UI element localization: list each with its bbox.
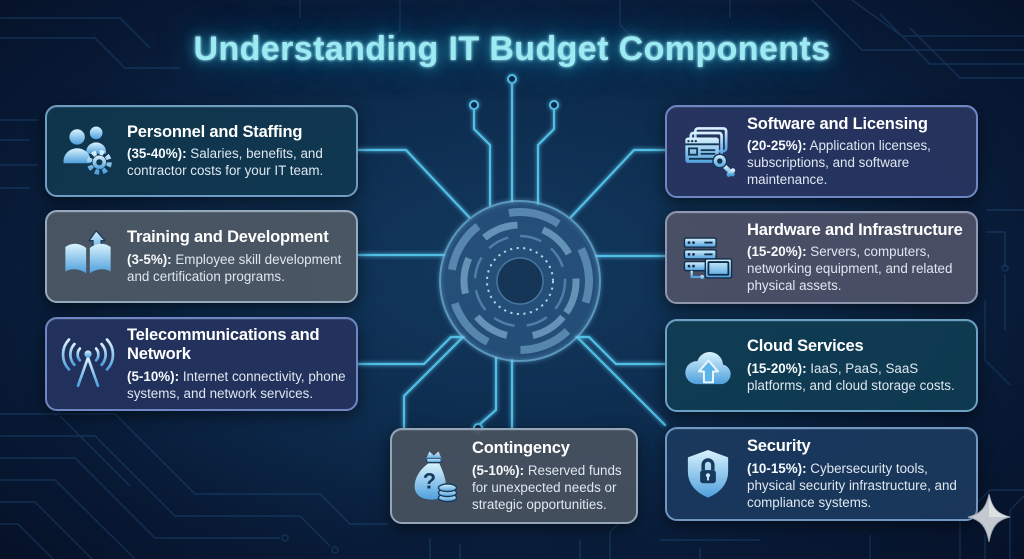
- card-desc-text: Servers, computers, networking equipment…: [747, 244, 953, 294]
- people-gear-icon: [59, 122, 117, 180]
- book-up-arrow-icon: [59, 228, 117, 286]
- card-desc-text: Reserved funds for unexpected needs or s…: [472, 462, 622, 512]
- card-description: (5-10%): Internet connectivity, phone sy…: [127, 368, 348, 402]
- card-title: Training and Development: [127, 228, 329, 247]
- card-percent: (3-5%):: [127, 251, 172, 267]
- card-desc-text: Employee skill development and certifica…: [127, 251, 342, 284]
- card-percent: (15-20%):: [747, 244, 807, 260]
- card-telecommunications-and-network: Telecommunications and Network (5-10%): …: [45, 317, 358, 411]
- svg-text:?: ?: [423, 469, 436, 494]
- card-desc-text: Application licenses, subscriptions, and…: [747, 138, 931, 188]
- card-text: Personnel and Staffing (35-40%): Salarie…: [127, 123, 348, 180]
- card-description: (3-5%): Employee skill development and c…: [127, 251, 348, 285]
- card-hardware-and-infrastructure: Hardware and Infrastructure (15-20%): Se…: [665, 211, 978, 304]
- card-percent: (35-40%):: [127, 146, 187, 162]
- card-percent: (20-25%):: [747, 138, 807, 154]
- card-percent: (15-20%):: [747, 360, 807, 376]
- sparkle-icon: [966, 492, 1012, 547]
- card-title: Hardware and Infrastructure: [747, 220, 963, 239]
- server-monitor-icon: [679, 229, 737, 287]
- card-cloud-services: Cloud Services (15-20%): IaaS, PaaS, Saa…: [665, 319, 978, 412]
- card-personnel-and-staffing: Personnel and Staffing (35-40%): Salarie…: [45, 105, 358, 197]
- card-description: (35-40%): Salaries, benefits, and contra…: [127, 145, 348, 179]
- card-description: (20-25%): Application licenses, subscrip…: [747, 137, 968, 188]
- card-text: Software and Licensing (20-25%): Applica…: [747, 115, 968, 189]
- card-title: Telecommunications and Network: [127, 325, 320, 364]
- card-text: Hardware and Infrastructure (15-20%): Se…: [747, 221, 968, 295]
- shield-lock-icon: [679, 446, 737, 502]
- windows-key-icon: [679, 123, 737, 181]
- card-title: Software and Licensing: [747, 114, 928, 133]
- money-bag-icon: ?: [404, 447, 462, 505]
- card-contingency: ? Contingency (5-10%): Reserved funds fo…: [390, 428, 638, 524]
- card-percent: (5-10%):: [472, 462, 525, 478]
- card-desc-text: Cybersecurity tools, physical security i…: [747, 460, 957, 510]
- card-title: Cloud Services: [747, 337, 864, 356]
- card-text: Telecommunications and Network (5-10%): …: [127, 326, 348, 403]
- card-desc-text: Internet connectivity, phone systems, an…: [127, 369, 346, 402]
- card-percent: (5-10%):: [127, 369, 180, 385]
- card-description: (15-20%): IaaS, PaaS, SaaS platforms, an…: [747, 360, 968, 394]
- cloud-upload-icon: [679, 337, 737, 395]
- card-description: (10-15%): Cybersecurity tools, physical …: [747, 460, 968, 511]
- card-text: Cloud Services (15-20%): IaaS, PaaS, Saa…: [747, 337, 968, 394]
- card-text: Contingency (5-10%): Reserved funds for …: [472, 439, 628, 513]
- card-desc-text: IaaS, PaaS, SaaS platforms, and cloud st…: [747, 360, 955, 393]
- connector-lines: [356, 74, 667, 433]
- page-title: Understanding IT Budget Components: [193, 30, 831, 68]
- card-training-and-development: Training and Development (3-5%): Employe…: [45, 210, 358, 303]
- card-security: Security (10-15%): Cybersecurity tools, …: [665, 427, 978, 521]
- card-text: Security (10-15%): Cybersecurity tools, …: [747, 437, 968, 511]
- card-title: Security: [747, 437, 811, 456]
- card-percent: (10-15%):: [747, 460, 807, 476]
- card-software-and-licensing: Software and Licensing (20-25%): Applica…: [665, 105, 978, 198]
- card-description: (5-10%): Reserved funds for unexpected n…: [472, 462, 628, 513]
- card-description: (15-20%): Servers, computers, networking…: [747, 243, 968, 294]
- card-title: Contingency: [472, 439, 570, 458]
- card-desc-text: Salaries, benefits, and contractor costs…: [127, 146, 324, 179]
- hub-rings: [439, 200, 601, 362]
- card-title: Personnel and Staffing: [127, 122, 303, 141]
- antenna-icon: [59, 335, 117, 393]
- card-text: Training and Development (3-5%): Employe…: [127, 228, 348, 285]
